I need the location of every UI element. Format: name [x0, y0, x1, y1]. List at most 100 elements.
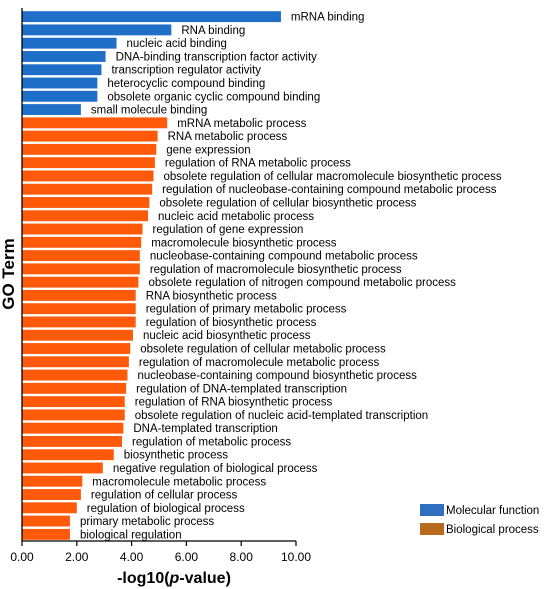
- bar-24: [22, 316, 136, 328]
- x-tick-label-4: 6.00: [175, 550, 199, 564]
- legend-label-2: Biological process: [446, 524, 539, 536]
- legend-label-1: Molecular function: [446, 505, 539, 517]
- legend-swatch-1: [420, 504, 444, 516]
- bar-6: [22, 77, 98, 89]
- bar-28: [22, 369, 128, 381]
- bar-label-12: regulation of RNA metabolic process: [165, 158, 351, 170]
- bar-31: [22, 409, 125, 421]
- bar-label-13: obsolete regulation of cellular macromol…: [164, 171, 502, 183]
- x-axis-title-prefix: -log10(: [117, 570, 170, 587]
- bar-label-18: macromolecule biosynthetic process: [151, 237, 337, 249]
- bar-7: [22, 90, 98, 102]
- bar-label-40: biological regulation: [80, 529, 182, 541]
- bar-34: [22, 449, 114, 461]
- bar-26: [22, 343, 131, 354]
- bar-15: [22, 197, 150, 208]
- bar-35: [22, 462, 103, 474]
- bar-30: [22, 396, 125, 408]
- bar-label-37: regulation of cellular process: [91, 490, 238, 502]
- x-tick-label-6: 10.00: [281, 550, 311, 564]
- bar-label-1: mRNA binding: [291, 12, 365, 24]
- bar-19: [22, 250, 140, 262]
- bar-label-17: regulation of gene expression: [153, 224, 304, 236]
- bar-25: [22, 329, 133, 341]
- x-tick-label-2: 2.00: [65, 550, 89, 564]
- bar-label-22: RNA biosynthetic process: [146, 290, 277, 302]
- bar-18: [22, 236, 142, 248]
- bar-32: [22, 422, 124, 434]
- bar-label-8: small molecule binding: [91, 105, 207, 117]
- bar-label-7: obsolete organic cyclic compound binding: [107, 91, 320, 103]
- bar-39: [22, 515, 70, 527]
- bar-label-27: regulation of macromolecule metabolic pr…: [139, 357, 380, 369]
- x-axis-title-suffix: -value): [179, 570, 231, 587]
- bar-label-11: gene expression: [166, 144, 250, 156]
- x-tick-label-1: 0.00: [10, 550, 34, 564]
- bar-label-9: mRNA metabolic process: [177, 118, 306, 130]
- bar-37: [22, 489, 81, 500]
- bar-20: [22, 263, 140, 275]
- bar-label-23: regulation of primary metabolic process: [146, 304, 347, 316]
- bar-label-3: nucleic acid binding: [127, 38, 227, 50]
- bar-label-24: regulation of biosynthetic process: [146, 317, 317, 329]
- bar-label-28: nucleobase-containing compound biosynthe…: [137, 370, 417, 382]
- bar-label-25: nucleic acid biosynthetic process: [143, 330, 311, 342]
- bar-label-31: obsolete regulation of nucleic acid-temp…: [135, 410, 428, 422]
- bar-label-36: macromolecule metabolic process: [92, 476, 266, 488]
- bar-label-21: obsolete regulation of nitrogen compound…: [148, 277, 456, 289]
- bar-label-15: obsolete regulation of cellular biosynth…: [159, 197, 416, 209]
- bar-label-26: obsolete regulation of cellular metaboli…: [140, 344, 386, 356]
- bar-5: [22, 64, 102, 76]
- bar-40: [22, 528, 70, 540]
- bar-label-39: primary metabolic process: [80, 516, 214, 528]
- axes-layer: 0.00 2.00 4.00 6.00 8.00 10.00: [10, 8, 311, 564]
- bar-27: [22, 356, 129, 368]
- bar-label-20: regulation of macromolecule biosynthetic…: [150, 264, 402, 276]
- bar-22: [22, 289, 136, 301]
- bar-23: [22, 303, 136, 315]
- bar-16: [22, 210, 149, 222]
- bar-12: [22, 157, 155, 169]
- bar-label-33: regulation of metabolic process: [132, 436, 291, 448]
- bar-label-35: negative regulation of biological proces…: [113, 463, 318, 475]
- bar-36: [22, 475, 83, 487]
- bar-label-30: regulation of RNA biosynthetic process: [135, 397, 333, 409]
- bars-layer: [22, 11, 281, 540]
- bar-9: [22, 117, 168, 129]
- x-tick-label-3: 4.00: [120, 550, 144, 564]
- bar-21: [22, 276, 139, 288]
- bar-11: [22, 143, 157, 155]
- bar-label-29: regulation of DNA-templated transcriptio…: [136, 383, 347, 395]
- bar-1: [22, 11, 281, 23]
- bar-13: [22, 170, 154, 182]
- bar-14: [22, 183, 153, 195]
- bar-33: [22, 435, 123, 447]
- bar-4: [22, 51, 106, 62]
- bar-label-38: regulation of biological process: [87, 503, 245, 515]
- bar-8: [22, 104, 81, 116]
- bar-10: [22, 130, 158, 142]
- bar-label-19: nucleobase-containing compound metabolic…: [150, 251, 418, 263]
- bar-label-2: RNA binding: [181, 25, 245, 37]
- bar-label-10: RNA metabolic process: [168, 131, 288, 143]
- bar-38: [22, 502, 77, 514]
- bar-label-16: nucleic acid metabolic process: [158, 211, 314, 223]
- bar-29: [22, 382, 127, 394]
- bar-2: [22, 24, 172, 36]
- bar-3: [22, 37, 117, 49]
- bar-label-5: transcription regulator activity: [111, 65, 261, 77]
- bar-label-32: DNA-templated transcription: [133, 423, 277, 435]
- legend-swatch-2: [420, 523, 444, 535]
- bar-17: [22, 223, 143, 235]
- x-axis-title-italic: p: [169, 570, 180, 587]
- y-axis-title: GO Term: [0, 238, 18, 309]
- x-axis-title: -log10(p-value): [117, 570, 231, 587]
- bar-label-34: biosynthetic process: [124, 450, 228, 462]
- bar-label-4: DNA-binding transcription factor activit…: [116, 51, 318, 63]
- legend: Molecular function Biological process: [420, 504, 539, 536]
- x-tick-label-5: 8.00: [230, 550, 254, 564]
- bar-label-14: regulation of nucleobase-containing comp…: [162, 184, 497, 196]
- bar-label-6: heterocyclic compound binding: [107, 78, 265, 90]
